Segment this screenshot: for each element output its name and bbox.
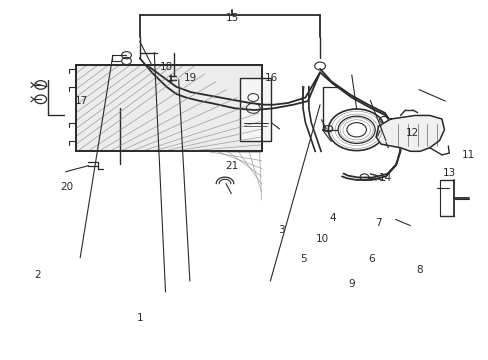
Text: 3: 3 <box>277 225 284 235</box>
Text: 20: 20 <box>60 182 73 192</box>
Text: 8: 8 <box>416 265 423 275</box>
Text: 17: 17 <box>74 96 87 106</box>
Text: 4: 4 <box>328 213 335 222</box>
Text: 2: 2 <box>34 270 41 280</box>
Text: 14: 14 <box>379 173 392 183</box>
Text: 15: 15 <box>225 13 239 23</box>
Text: 5: 5 <box>299 254 305 264</box>
Text: 16: 16 <box>264 73 277 83</box>
Text: 7: 7 <box>374 218 381 228</box>
Polygon shape <box>375 116 444 151</box>
Text: 1: 1 <box>136 313 142 323</box>
Text: 12: 12 <box>405 129 419 138</box>
Text: 10: 10 <box>315 234 328 244</box>
Bar <box>76 65 261 151</box>
Text: 11: 11 <box>461 150 474 160</box>
Text: 6: 6 <box>367 254 374 264</box>
Text: 13: 13 <box>442 168 455 178</box>
Text: 21: 21 <box>225 161 239 171</box>
Bar <box>239 78 271 140</box>
Text: 19: 19 <box>184 73 197 83</box>
Text: 18: 18 <box>160 62 173 72</box>
Text: 9: 9 <box>348 279 354 289</box>
